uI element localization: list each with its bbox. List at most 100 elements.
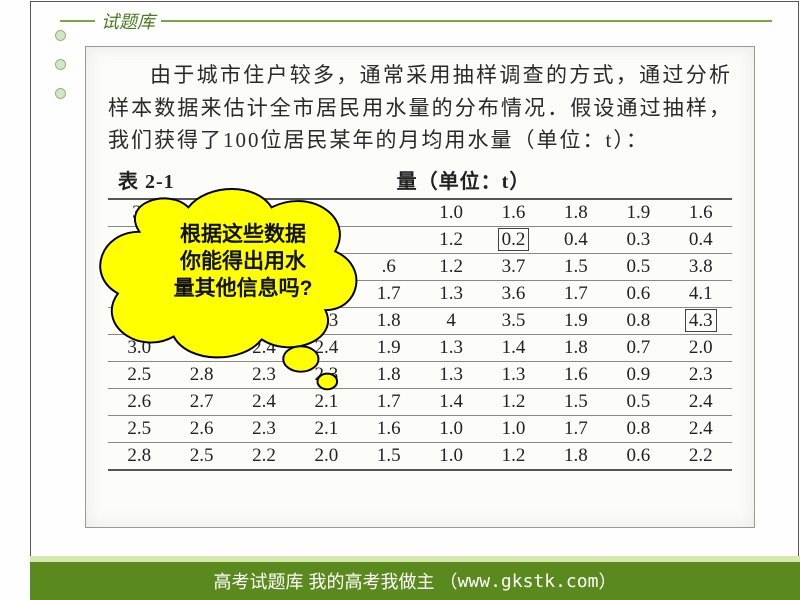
caption-left: 表 2-1 [118,171,175,193]
table-cell: 1.5 [358,442,420,470]
table-cell: 1.4 [482,334,544,361]
table-caption: 表 2-1 量（单位：t） [108,165,732,194]
table-row: 2.52.62.32.11.61.01.01.70.82.4 [108,415,732,442]
table-cell: 3.7 [482,253,544,280]
cloud-line-1: 根据这些数据 [138,222,348,249]
table-cell: 1.5 [545,388,607,415]
table-cell: 4.3 [670,307,732,334]
cloud-text: 根据这些数据 你能得出用水 量其他信息吗? [138,222,348,303]
table-cell: 0.8 [607,307,669,334]
table-cell: 2. [233,307,295,334]
table-cell: 1.8 [545,199,607,227]
cloud-line-3: 量其他信息吗? [138,276,348,303]
table-cell: 2.0 [295,442,357,470]
footer-text-left: 高考试题库 我的高考我做主 （ [214,568,458,594]
table-cell: 1.3 [420,334,482,361]
table-cell: 4.1 [670,280,732,307]
table-cell: 1.9 [545,307,607,334]
table-cell: 0.6 [607,442,669,470]
table-cell: 1.3 [420,280,482,307]
table-cell: 3.8 [670,253,732,280]
table-cell: 2.2 [670,442,732,470]
table-cell: 2.0 [670,334,732,361]
table-cell: 1.8 [358,361,420,388]
table-cell: 2.4 [670,388,732,415]
table-row: 3.22.92.2.31.843.51.90.84.3 [108,307,732,334]
table-cell: 1.0 [482,415,544,442]
table-cell: 2.8 [108,442,170,470]
table-cell: 2.3 [233,361,295,388]
table-cell: 1.6 [670,199,732,227]
table-cell: 2.2 [233,442,295,470]
table-cell: 1.9 [607,199,669,227]
header-rule [60,20,772,22]
table-cell: 1.2 [420,226,482,253]
table-cell: 2.4 [670,415,732,442]
table-cell: 1.8 [358,307,420,334]
table-cell: 1.3 [482,361,544,388]
table-cell: 2.3 [670,361,732,388]
table-cell: 3.2 [108,307,170,334]
table-cell: 2.3 [295,361,357,388]
table-cell: 1.0 [420,415,482,442]
caption-right: 量（单位：t） [397,171,531,193]
table-cell: 1.2 [482,442,544,470]
table-cell: 1.4 [420,388,482,415]
table-cell: 1.6 [358,415,420,442]
table-cell: 0.2 [482,226,544,253]
table-cell: 1.7 [358,388,420,415]
table-cell: 2.5 [108,361,170,388]
table-cell: 2.8 [170,361,232,388]
table-cell: 1.8 [545,334,607,361]
table-cell: 1.0 [420,442,482,470]
table-cell: 2.1 [295,388,357,415]
table-cell: 2.7 [170,388,232,415]
table-row: 2.82.52.22.01.51.01.21.80.62.2 [108,442,732,470]
table-cell: 1.3 [420,361,482,388]
table-cell: 0.7 [607,334,669,361]
table-cell: 0.9 [607,361,669,388]
table-cell: 1.0 [420,199,482,227]
table-cell: 0.6 [607,280,669,307]
table-cell: 0.4 [545,226,607,253]
table-row: 3.02.92.42.41.91.31.41.80.72.0 [108,334,732,361]
table-cell [358,199,420,227]
table-row: 2.62.72.42.11.71.41.21.50.52.4 [108,388,732,415]
footer-url: www.gkstk.com [458,571,599,592]
table-cell: 1.6 [545,361,607,388]
table-cell: 0.8 [607,415,669,442]
table-cell: 1.9 [358,334,420,361]
bullet-decor [55,30,66,117]
table-cell: 3.6 [482,280,544,307]
table-cell: 3.5 [482,307,544,334]
table-cell: 4 [420,307,482,334]
table-cell: 1.7 [358,280,420,307]
table-cell: 1.2 [482,388,544,415]
intro-paragraph: 由于城市住户较多，通常采用抽样调查的方式，通过分析样本数据来估计全市居民用水量的… [108,59,732,157]
table-cell: 2.3 [295,307,357,334]
table-cell: 2.6 [108,388,170,415]
table-cell: 2.9 [170,334,232,361]
table-cell: 0.4 [670,226,732,253]
table-cell: 2.5 [108,415,170,442]
table-cell: 2.1 [295,415,357,442]
table-cell: 1.7 [545,415,607,442]
table-cell: .6 [358,253,420,280]
table-cell: 1.7 [545,280,607,307]
header-label: 试题库 [95,8,161,34]
footer-text-right: ） [598,568,616,594]
table-cell: 1.6 [482,199,544,227]
table-cell: 2.4 [233,334,295,361]
table-cell: 2.6 [170,415,232,442]
table-cell: 2.9 [170,307,232,334]
table-cell: 2.3 [233,415,295,442]
table-cell [358,226,420,253]
table-row: 2.52.82.32.31.81.31.31.60.92.3 [108,361,732,388]
table-cell: 2.5 [170,442,232,470]
table-cell: 1.5 [545,253,607,280]
table-cell: 0.5 [607,253,669,280]
footer-bar: 高考试题库 我的高考我做主 （ www.gkstk.com ） [30,556,800,600]
table-cell: 0.5 [607,388,669,415]
table-cell: 2.4 [233,388,295,415]
table-cell: 3.0 [108,334,170,361]
